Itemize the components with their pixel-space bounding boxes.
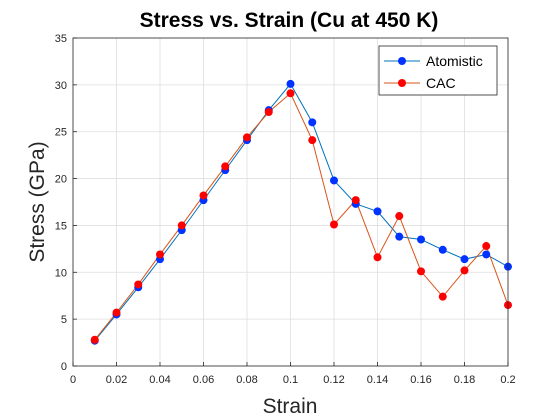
x-tick-label: 0.06 [193,374,214,386]
legend-item-atomistic: Atomistic [384,53,483,69]
x-axis-label: Strain [263,395,318,418]
data-point-cac [199,191,208,200]
x-tick-label: 0.08 [236,374,257,386]
data-point-atomistic [308,118,317,127]
x-tick-label: 0 [70,374,76,386]
series-points [90,79,512,345]
x-tick-labels: 0 0.02 0.04 0.06 0.08 0.1 0.12 0.14 0.16 0.18 0.2 [70,374,516,386]
legend: Atomistic CAC [378,45,498,96]
data-point-cac [460,266,469,275]
y-tick-label: 15 [55,220,67,232]
y-tick-label: 10 [55,267,67,279]
chart-title: Stress vs. Strain (Cu at 450 K) [140,9,439,32]
data-point-cac [373,253,382,262]
data-point-cac [156,250,164,259]
legend-label-atomistic: Atomistic [426,53,483,69]
data-point-cac [417,267,425,276]
data-point-cac [264,108,273,117]
data-point-cac [308,136,317,145]
axis-ticks [72,37,509,367]
data-point-atomistic [438,245,447,254]
x-tick-label: 0.18 [454,374,475,386]
data-point-cac [221,162,230,171]
y-tick-label: 30 [55,80,67,92]
data-point-cac [395,212,404,221]
y-tick-label: 20 [55,174,67,186]
x-tick-label: 0.2 [500,374,515,386]
data-point-cac [112,308,121,317]
data-point-cac [438,292,447,301]
x-tick-label: 0.1 [283,374,298,386]
data-point-cac [330,220,338,229]
data-point-atomistic [330,176,338,185]
y-tick-label: 25 [55,127,67,139]
data-point-cac [351,196,360,205]
legend-label-cac: CAC [426,75,456,91]
x-tick-label: 0.04 [149,374,170,386]
data-point-atomistic [460,255,469,264]
series-line-cac [94,92,509,341]
legend-box [378,45,498,96]
data-point-cac [482,242,491,251]
data-point-cac [177,221,186,230]
data-point-cac [90,335,99,344]
x-tick-label: 0.02 [106,374,127,386]
data-point-atomistic [373,207,382,216]
y-tick-labels: 0 5 10 15 20 25 30 35 [55,33,67,373]
y-axis-label: Stress (GPa) [26,141,49,262]
data-point-cac [286,89,295,98]
data-point-cac [243,133,251,142]
data-point-atomistic [286,79,295,88]
data-point-atomistic [482,250,491,259]
x-tick-label: 0.14 [367,374,388,386]
data-point-atomistic [395,232,404,241]
data-point-cac [134,280,143,289]
x-tick-label: 0.12 [323,374,344,386]
legend-item-cac: CAC [384,75,456,91]
y-tick-label: 0 [61,361,67,373]
y-tick-label: 35 [55,33,67,45]
y-tick-label: 5 [61,314,67,326]
data-point-atomistic [417,235,425,244]
x-tick-label: 0.16 [410,374,431,386]
legend-marker-cac [398,79,406,87]
legend-marker-atomistic [398,57,406,65]
